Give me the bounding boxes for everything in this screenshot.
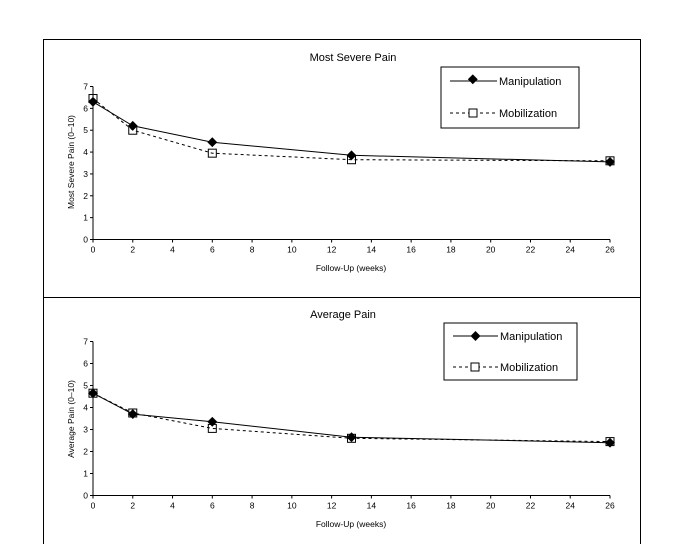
data-point-mobilization [605, 156, 615, 166]
x-tick-label: 0 [91, 245, 96, 255]
legend-marker-square [468, 108, 478, 118]
y-tick-label: 6 [83, 103, 88, 113]
x-tick-label: 12 [327, 501, 337, 511]
legend-marker-diamond [467, 74, 478, 85]
x-tick-label: 18 [446, 501, 456, 511]
legend-label-manipulation: Manipulation [500, 331, 562, 343]
y-tick-label: 6 [83, 359, 88, 369]
legend: Manipulation Mobilization [440, 66, 580, 129]
data-point-manipulation [207, 416, 218, 427]
series-line-mobilization [92, 98, 611, 162]
y-tick-label: 4 [83, 403, 88, 413]
data-point-mobilization [88, 388, 98, 398]
y-axis-label: Most Severe Pain (0–10) [66, 115, 76, 209]
x-tick-label: 10 [287, 501, 297, 511]
average-pain-chart: Average Pain Follow-Up (weeks) Average P… [66, 309, 615, 529]
legend-label-manipulation: Manipulation [499, 76, 561, 88]
x-tick-label: 16 [406, 245, 416, 255]
legend-box [440, 66, 580, 129]
y-tick-label: 3 [83, 169, 88, 179]
x-tick-label: 8 [250, 501, 255, 511]
y-tick-label: 4 [83, 147, 88, 157]
data-point-manipulation [88, 388, 98, 399]
x-tick-label: 12 [327, 245, 337, 255]
data-point-mobilization [128, 125, 138, 135]
panel-divider [43, 297, 641, 298]
x-tick-label: 10 [287, 245, 297, 255]
y-tick-label: 3 [83, 425, 88, 435]
data-point-mobilization [88, 94, 98, 104]
data-point-mobilization [207, 148, 217, 158]
legend-label-mobilization: Mobilization [499, 108, 557, 120]
data-point-manipulation [88, 96, 98, 107]
chart-title: Most Severe Pain [310, 52, 397, 64]
x-tick-label: 8 [250, 245, 255, 255]
data-point-manipulation [207, 137, 218, 148]
x-tick-label: 20 [486, 501, 496, 511]
x-tick-label: 26 [605, 245, 615, 255]
x-tick-label: 2 [130, 245, 135, 255]
x-tick-label: 4 [170, 245, 175, 255]
legend-marker-square [470, 362, 480, 372]
data-point-mobilization [605, 437, 615, 447]
y-tick-label: 1 [83, 469, 88, 479]
x-axis-label: Follow-Up (weeks) [316, 263, 387, 273]
y-tick-label: 0 [83, 491, 88, 501]
x-tick-label: 14 [367, 245, 377, 255]
x-tick-label: 24 [565, 501, 575, 511]
x-tick-label: 2 [130, 501, 135, 511]
y-tick-label: 2 [83, 447, 88, 457]
most-severe-pain-chart: Most Severe Pain Follow-Up (weeks) Most … [66, 52, 615, 273]
x-tick-label: 14 [367, 501, 377, 511]
legend-label-mobilization: Mobilization [500, 362, 558, 374]
y-tick-label: 0 [83, 235, 88, 245]
y-tick-label: 7 [83, 337, 88, 347]
data-point-mobilization [128, 408, 138, 418]
data-point-manipulation [605, 437, 615, 448]
x-tick-label: 6 [210, 501, 215, 511]
y-axis-label: Average Pain (0–10) [66, 380, 76, 458]
x-tick-label: 16 [406, 501, 416, 511]
legend-marker-diamond [470, 331, 481, 341]
legend-box [443, 322, 578, 381]
data-point-manipulation [346, 432, 357, 443]
data-point-mobilization [347, 433, 356, 443]
x-tick-label: 22 [526, 501, 536, 511]
x-tick-label: 24 [565, 245, 575, 255]
x-tick-label: 0 [91, 501, 96, 511]
x-tick-label: 22 [526, 245, 536, 255]
series-layer [88, 94, 615, 167]
x-tick-label: 4 [170, 501, 175, 511]
x-tick-label: 18 [446, 245, 456, 255]
y-tick-label: 5 [83, 125, 88, 135]
x-tick-label: 6 [210, 245, 215, 255]
y-tick-label: 2 [83, 191, 88, 201]
figure-frame [43, 39, 641, 544]
data-point-manipulation [127, 409, 138, 420]
chart-title: Average Pain [310, 309, 376, 321]
legend: Manipulation Mobilization [443, 322, 578, 381]
data-point-manipulation [605, 156, 615, 167]
x-tick-label: 26 [605, 501, 615, 511]
data-point-mobilization [347, 155, 356, 165]
y-tick-label: 5 [83, 381, 88, 391]
y-tick-label: 7 [83, 82, 88, 92]
data-point-mobilization [207, 423, 217, 433]
y-tick-label: 1 [83, 213, 88, 223]
series-layer [88, 388, 615, 448]
x-tick-label: 20 [486, 245, 496, 255]
x-axis-label: Follow-Up (weeks) [316, 519, 387, 529]
